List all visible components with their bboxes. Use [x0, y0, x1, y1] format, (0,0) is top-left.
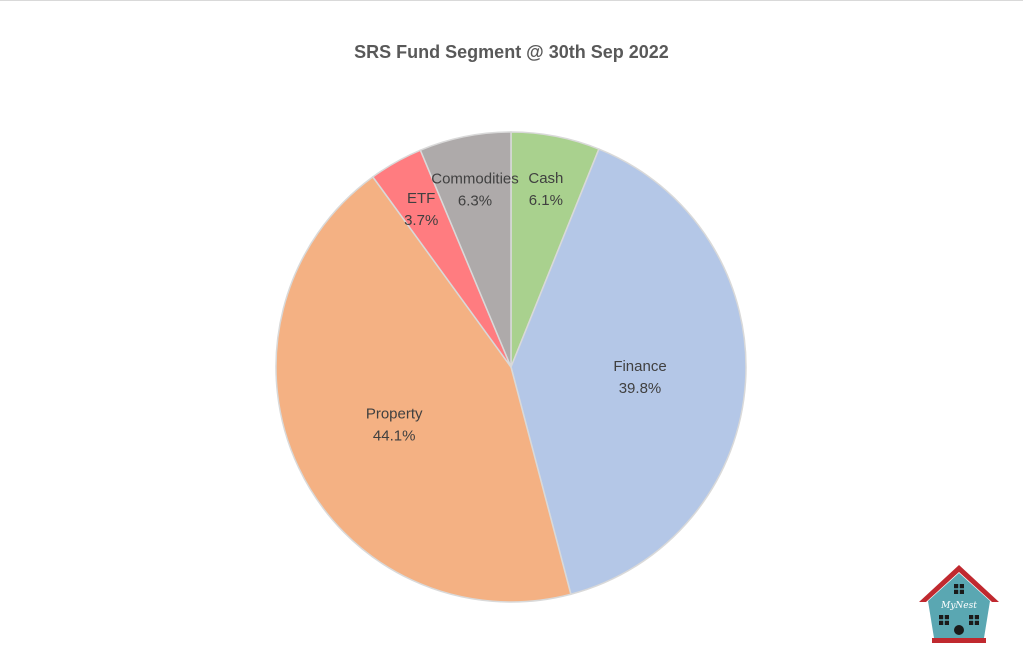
pie-slice-property: [275, 175, 572, 603]
slice-label-etf: ETF: [407, 190, 435, 207]
logo-roof: [919, 565, 999, 602]
pie-slice-commodities: [419, 131, 512, 368]
slice-value-etf: 3.7%: [404, 212, 438, 229]
pie-slice-finance: [510, 148, 747, 596]
logo-text: MyNest: [940, 601, 977, 611]
slice-value-cash: 6.1%: [529, 192, 563, 209]
slice-label-cash: Cash: [528, 170, 563, 187]
slice-value-commodities: 6.3%: [458, 192, 492, 209]
slice-label-commodities: Commodities: [431, 170, 519, 187]
slice-label-property: Property: [366, 405, 423, 422]
slice-label-finance: Finance: [613, 358, 666, 375]
mynest-logo: MyNest: [919, 565, 999, 643]
logo-door: [954, 625, 964, 635]
slice-value-property: 44.1%: [373, 427, 416, 444]
chart-title: SRS Fund Segment @ 30th Sep 2022: [354, 42, 669, 62]
logo-base: [932, 638, 986, 643]
slice-value-finance: 39.8%: [619, 380, 662, 397]
